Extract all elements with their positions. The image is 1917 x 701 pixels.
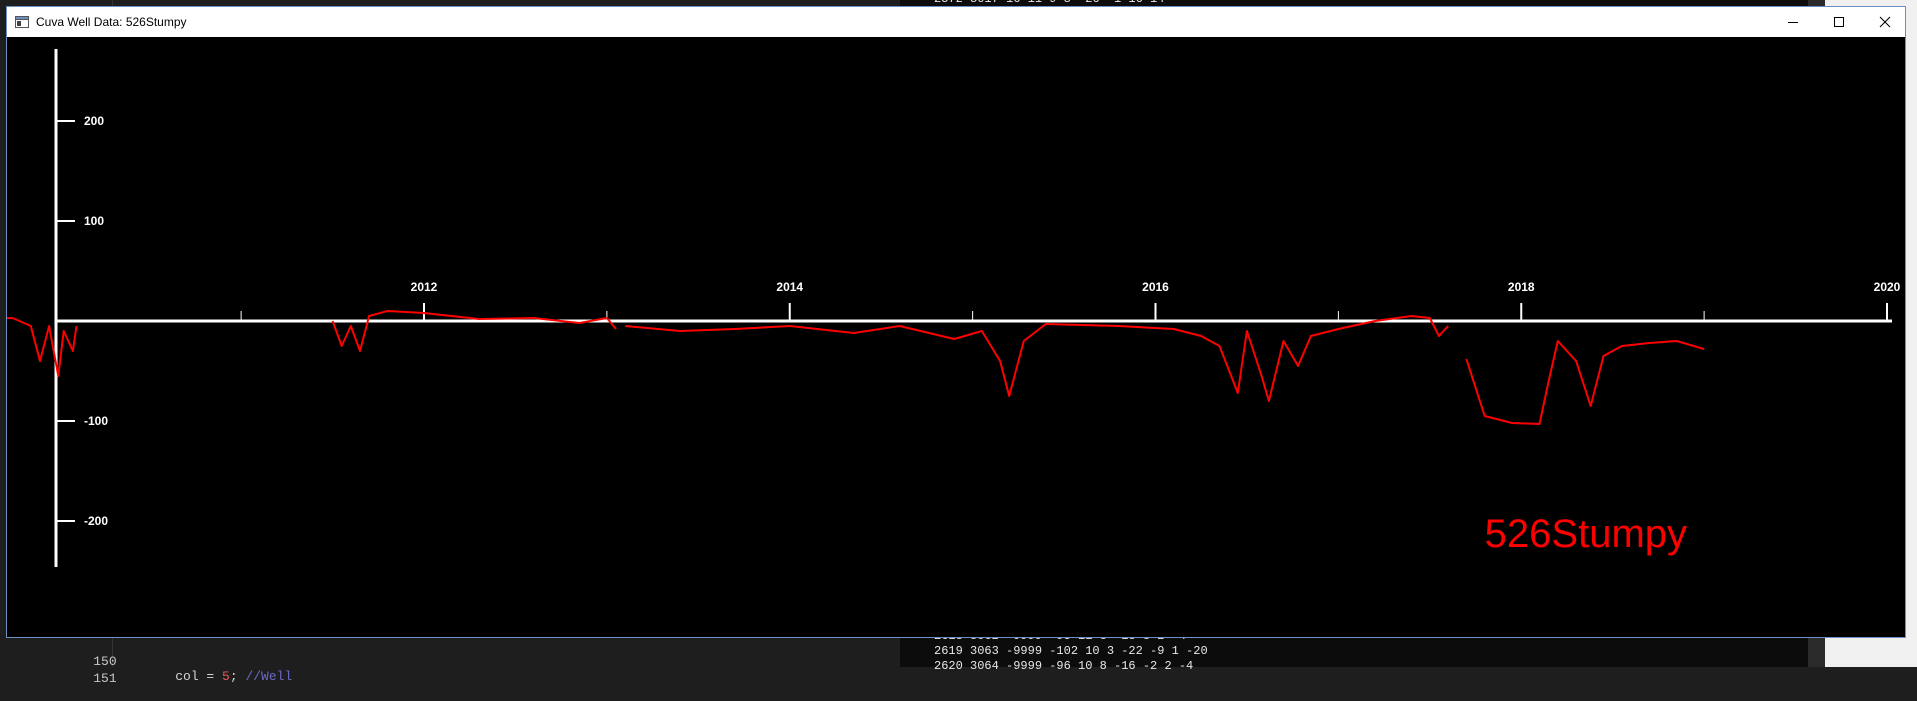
maximize-button[interactable]	[1816, 7, 1862, 37]
minimize-button[interactable]	[1770, 7, 1816, 37]
plot-canvas: 200 100 -100 -200 2012 2014 2016 2018 2020 526S…	[7, 37, 1905, 637]
title-bar[interactable]: Cuva Well Data: 526Stumpy	[7, 7, 1905, 37]
series-line	[625, 315, 1449, 402]
well-data-window: Cuva Well Data: 526Stumpy 200 100 -100 -200…	[6, 6, 1906, 638]
close-button[interactable]	[1862, 7, 1908, 37]
window-title: Cuva Well Data: 526Stumpy	[36, 15, 187, 29]
console-line: 2572 3017 16 11 9 3 -26 -1 16 14	[934, 0, 1164, 6]
code-text: col =	[175, 669, 223, 684]
y-tick-label: -100	[84, 414, 108, 428]
console-line: 2619 3063 -9999 -102 10 3 -22 -9 1 -20	[934, 644, 1208, 658]
close-icon	[1879, 16, 1891, 28]
series-line	[7, 317, 78, 377]
x-tick-label: 2020	[1874, 280, 1901, 294]
console-line: 2620 3064 -9999 -96 10 8 -16 -2 2 -4	[934, 659, 1194, 673]
line-number: 151	[93, 671, 117, 686]
well-label: 526Stumpy	[1485, 512, 1687, 556]
series-line	[1465, 340, 1705, 425]
x-tick-label: 2012	[411, 280, 438, 294]
series-line	[331, 310, 617, 352]
editor-line: 151	[62, 656, 117, 701]
code-semicolon: ;	[229, 669, 238, 684]
y-tick-label: 200	[84, 114, 104, 128]
code-number: 5	[222, 669, 230, 684]
y-tick-label: 100	[84, 214, 104, 228]
x-tick-label: 2016	[1142, 280, 1169, 294]
x-tick-label: 2018	[1508, 280, 1535, 294]
minimize-icon	[1788, 22, 1798, 23]
line-number: 150	[93, 654, 117, 669]
maximize-icon	[1834, 17, 1844, 27]
y-tick-label: -200	[84, 514, 108, 528]
x-tick-label: 2014	[776, 280, 803, 294]
app-window-icon	[15, 16, 29, 28]
code-comment: //Well	[237, 669, 293, 684]
